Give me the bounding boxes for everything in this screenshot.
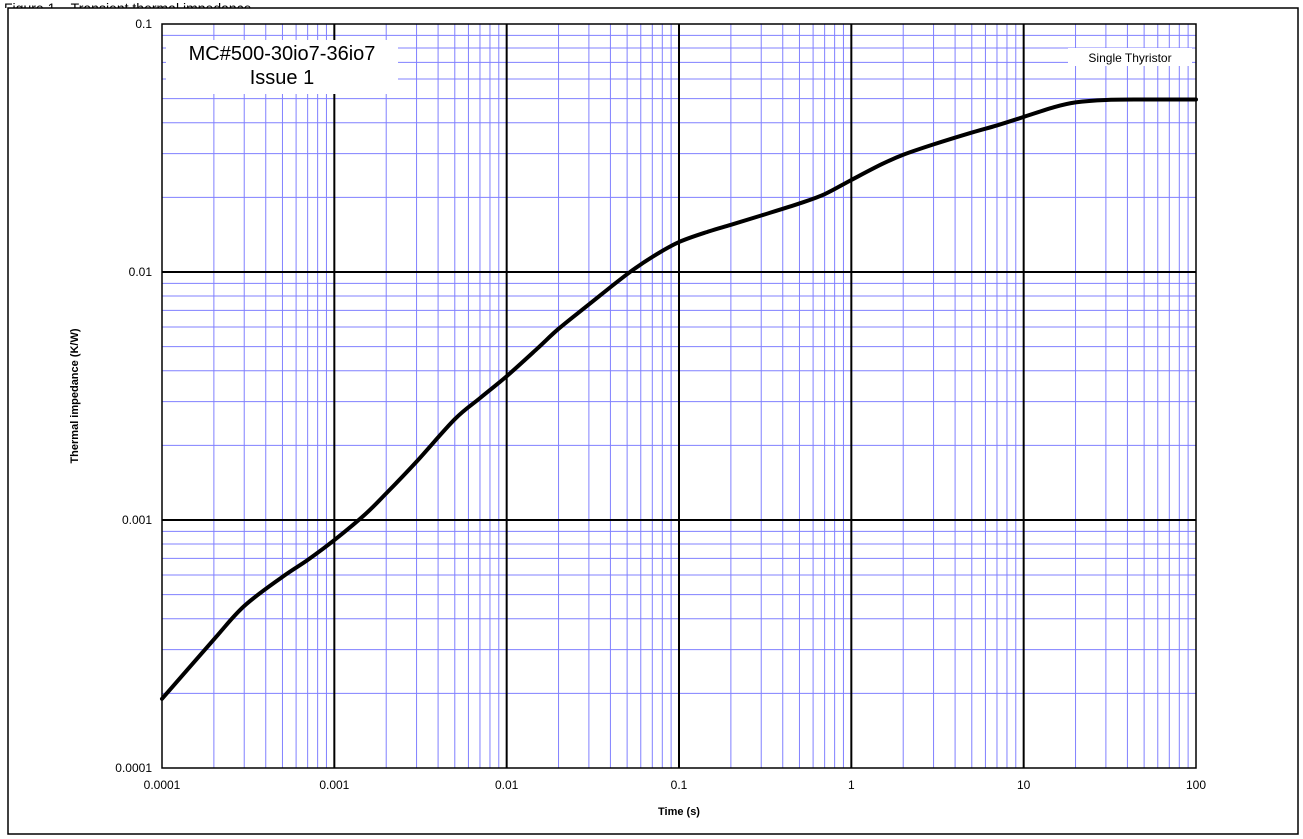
plot-area-border <box>161 23 1197 769</box>
x-tick-label: 0.1 <box>671 778 688 792</box>
x-axis-ticks: 0.0001 0.001 0.01 0.1 1 10 100 <box>144 778 1207 792</box>
part-number-box <box>166 40 398 94</box>
y-axis-label: Thermal impedance (K/W) <box>69 328 81 463</box>
x-tick-label: 0.0001 <box>144 778 181 792</box>
x-tick-label: 100 <box>1186 778 1206 792</box>
series-label-box <box>1068 48 1192 66</box>
part-number-label: MC#500-30io7-36io7 <box>189 43 376 65</box>
x-tick-label: 1 <box>848 778 855 792</box>
y-tick-label: 0.001 <box>122 513 152 527</box>
y-tick-label: 0.1 <box>135 17 152 31</box>
y-tick-label: 0.0001 <box>115 761 152 775</box>
x-tick-label: 10 <box>1017 778 1031 792</box>
issue-label: Issue 1 <box>250 67 314 89</box>
x-axis-label: Time (s) <box>658 806 700 818</box>
series-line-single-thyristor <box>160 97 1198 701</box>
y-tick-label: 0.01 <box>129 265 153 279</box>
major-grid <box>162 24 1196 768</box>
series-label: Single Thyristor <box>1088 51 1171 65</box>
x-tick-label: 0.001 <box>319 778 349 792</box>
chart-frame <box>7 7 1299 835</box>
y-axis-ticks: 0.0001 0.001 0.01 0.1 <box>115 17 152 775</box>
x-tick-label: 0.01 <box>495 778 519 792</box>
page-heading: Figure 1 – Transient thermal impedance <box>4 0 252 8</box>
